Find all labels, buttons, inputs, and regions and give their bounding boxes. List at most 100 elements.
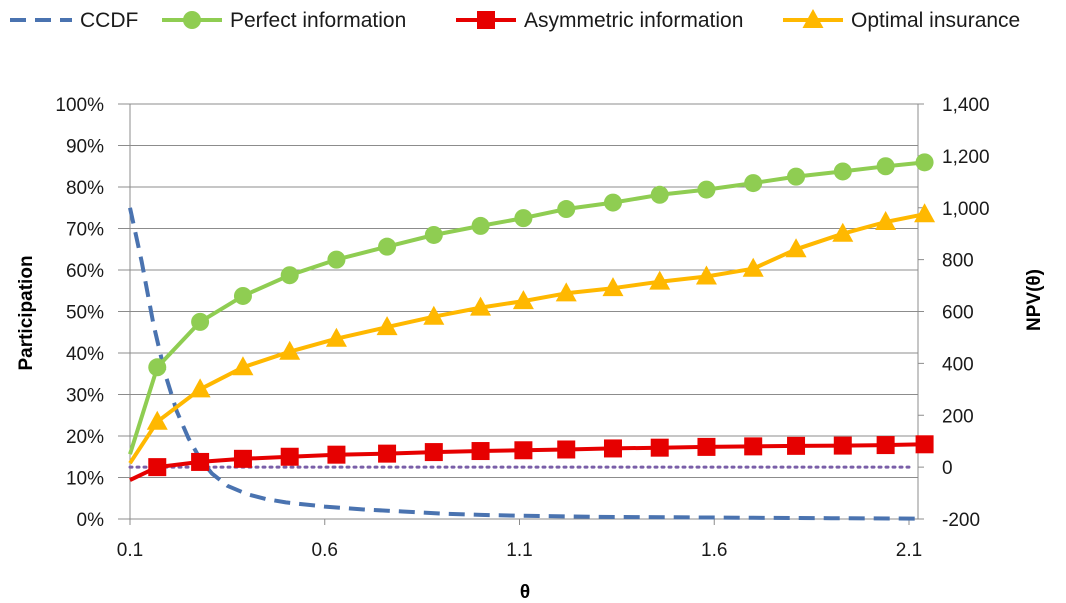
data-point	[695, 265, 717, 285]
y-tick-label: 20%	[66, 427, 104, 448]
x-tick-label: 0.6	[312, 540, 338, 561]
legend-item-asymmetric-information: Asymmetric information	[456, 9, 743, 32]
data-point	[915, 435, 934, 454]
data-point	[832, 222, 854, 242]
series-line	[128, 212, 925, 465]
data-point	[146, 410, 168, 430]
data-point	[697, 437, 716, 456]
x-tick-label: 0.1	[117, 540, 143, 561]
data-point	[378, 237, 397, 256]
data-point	[512, 290, 534, 310]
data-point	[424, 443, 443, 462]
data-point	[787, 167, 806, 186]
data-point	[742, 257, 764, 277]
legend-marker	[477, 11, 495, 29]
data-point	[833, 436, 852, 455]
data-point	[744, 174, 763, 193]
data-point	[514, 209, 533, 228]
data-point	[650, 438, 669, 457]
data-point	[378, 444, 397, 463]
data-point	[189, 378, 211, 398]
x-tick-label: 1.1	[506, 540, 532, 561]
y2-tick-label: 400	[942, 354, 974, 375]
data-point	[280, 447, 299, 466]
y-tick-label: 100%	[55, 95, 104, 116]
y-axis-right: -200 0 200 400 600 800 1,000 1,200 1,400	[918, 95, 990, 531]
y-tick-label: 10%	[66, 469, 104, 490]
x-axis: 0.1 0.6 1.1 1.6 2.1	[117, 519, 922, 561]
data-point	[233, 449, 252, 468]
y-axis-title: Participation	[16, 255, 37, 370]
y-tick-label: 70%	[66, 220, 104, 241]
data-point	[280, 266, 299, 285]
y2-tick-label: 600	[942, 303, 974, 324]
data-point	[514, 441, 533, 460]
y-tick-label: 50%	[66, 303, 104, 324]
data-point	[325, 327, 347, 347]
data-point	[697, 180, 716, 199]
data-point	[603, 439, 622, 458]
series-line	[128, 207, 917, 521]
x-tick-label: 2.1	[896, 540, 922, 561]
legend-label: CCDF	[80, 9, 138, 32]
y-tick-label: 30%	[66, 386, 104, 407]
data-point	[148, 358, 167, 377]
y2-tick-label: 1,000	[942, 199, 990, 220]
y2-tick-label: -200	[942, 510, 980, 531]
data-point	[327, 445, 346, 464]
data-point	[327, 250, 346, 269]
data-point	[470, 296, 492, 316]
data-point	[785, 238, 807, 258]
x-axis-title: θ	[520, 582, 530, 603]
y-tick-label: 80%	[66, 178, 104, 199]
data-point	[602, 277, 624, 297]
legend-label: Perfect information	[230, 9, 406, 32]
legend-item-perfect-information: Perfect information	[162, 9, 406, 32]
legend-item-ccdf: CCDF	[10, 9, 138, 32]
data-point	[423, 305, 445, 325]
data-point	[233, 286, 252, 305]
x-tick-label: 1.6	[701, 540, 727, 561]
legend-label: Optimal insurance	[851, 9, 1020, 32]
data-point	[471, 442, 490, 461]
data-point	[557, 440, 576, 459]
data-point	[424, 225, 443, 244]
data-point	[649, 270, 671, 290]
legend-label: Asymmetric information	[524, 9, 743, 32]
y-tick-label: 60%	[66, 261, 104, 282]
series-perfect-information	[128, 153, 934, 455]
data-point	[915, 153, 934, 172]
series-ccdf	[128, 207, 917, 521]
legend: CCDF Perfect information Asymmetric inform…	[10, 9, 1020, 32]
data-point	[555, 282, 577, 302]
data-point	[876, 157, 895, 176]
data-point	[279, 340, 301, 360]
data-point	[471, 216, 490, 235]
legend-marker	[802, 9, 824, 28]
data-point	[148, 458, 167, 477]
data-point	[833, 162, 852, 181]
data-point	[744, 437, 763, 456]
data-point	[787, 436, 806, 455]
y-tick-label: 90%	[66, 137, 104, 158]
data-point	[603, 193, 622, 212]
data-point	[876, 436, 895, 455]
y-tick-label: 0%	[77, 510, 105, 531]
data-point	[557, 200, 576, 219]
data-point	[191, 312, 210, 331]
plot-area	[128, 153, 936, 521]
data-point	[875, 211, 897, 231]
legend-item-optimal-insurance: Optimal insurance	[783, 9, 1020, 32]
y-tick-label: 40%	[66, 344, 104, 365]
y2-tick-label: 1,200	[942, 147, 990, 168]
y2-tick-label: 800	[942, 251, 974, 272]
y-axis-left: 0% 10% 20% 30% 40% 50% 60% 70% 80% 90% 100%	[55, 95, 104, 531]
data-point	[191, 452, 210, 471]
series-asymmetric-information	[129, 435, 934, 482]
data-point	[376, 316, 398, 336]
y2-tick-label: 1,400	[942, 95, 990, 116]
data-point	[650, 185, 669, 204]
y2-tick-label: 200	[942, 406, 974, 427]
series-optimal-insurance	[128, 203, 936, 465]
